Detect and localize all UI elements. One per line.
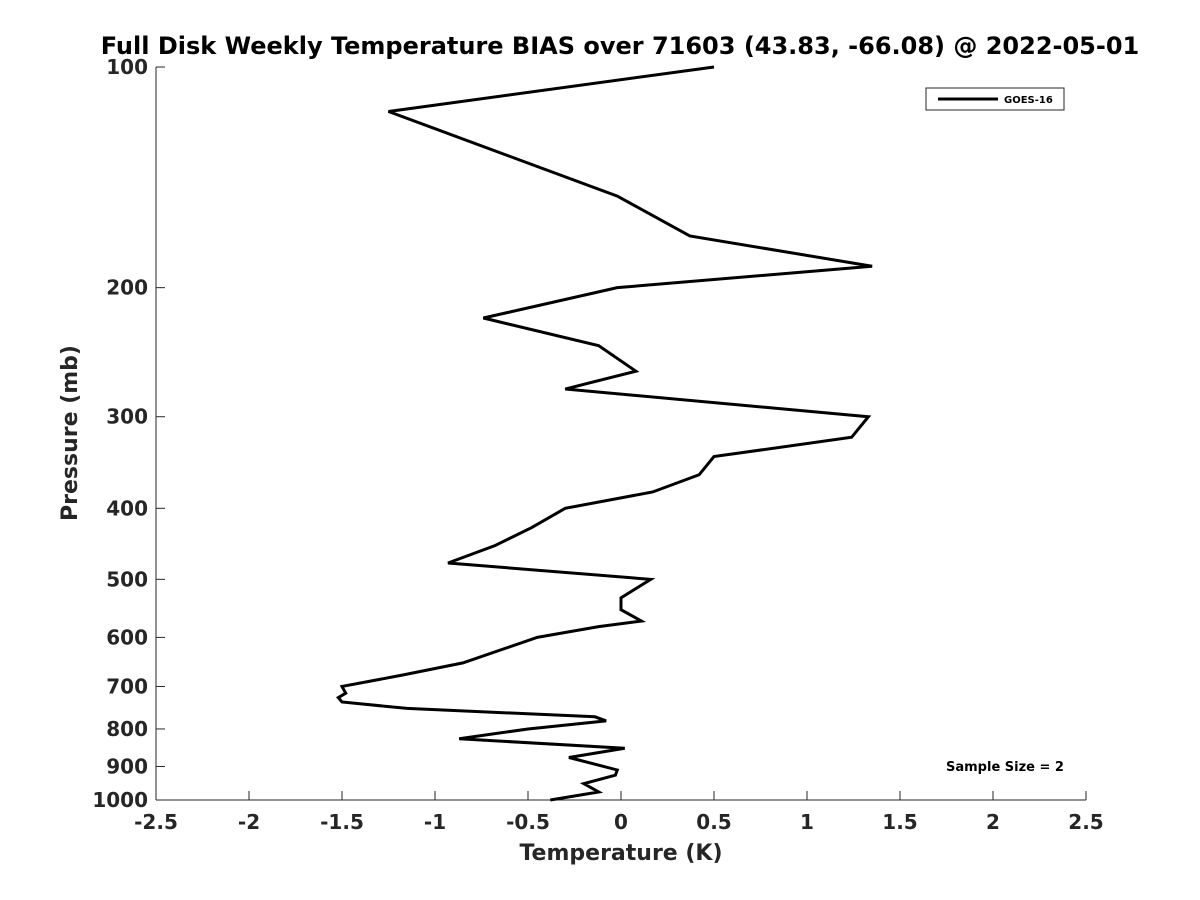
y-tick-label: 700 (106, 674, 148, 698)
y-tick-label: 500 (106, 567, 148, 591)
x-tick-label: 1 (800, 810, 814, 834)
x-tick-label: -1.5 (320, 810, 364, 834)
series-layer (335, 65, 873, 802)
chart-title: Full Disk Weekly Temperature BIAS over 7… (101, 32, 1140, 60)
x-axis-ticks: -2.5 -2 -1.5 -1 -0.5 0 0.5 1 1.5 2 2.5 (134, 791, 1104, 834)
x-tick-label: 0.5 (696, 810, 731, 834)
y-tick-label: 100 (106, 55, 148, 79)
y-tick-label: 200 (106, 276, 148, 300)
x-tick-label: -0.5 (506, 810, 550, 834)
x-tick-label: 2 (986, 810, 1000, 834)
x-tick-label: -1 (424, 810, 446, 834)
x-tick-label: 1.5 (882, 810, 917, 834)
x-tick-label: -2.5 (134, 810, 178, 834)
series-line-goes-16 (335, 65, 873, 802)
x-tick-label: -2 (238, 810, 260, 834)
y-tick-label: 300 (106, 405, 148, 429)
y-tick-label: 600 (106, 625, 148, 649)
y-axis-label: Pressure (mb) (58, 345, 83, 521)
x-tick-label: 2.5 (1068, 810, 1103, 834)
legend: GOES-16 (925, 87, 1065, 111)
y-tick-label: 1000 (92, 788, 148, 812)
legend-label-goes-16: GOES-16 (1004, 95, 1053, 106)
y-tick-label: 900 (106, 754, 148, 778)
y-tick-label: 800 (106, 717, 148, 741)
sample-size-annotation: Sample Size = 2 (946, 760, 1064, 775)
x-axis-label: Temperature (K) (519, 841, 722, 866)
y-axis-ticks: 100 200 300 400 500 600 700 800 900 1000 (92, 55, 165, 812)
plot-area (155, 67, 1086, 801)
y-tick-label: 400 (106, 496, 148, 520)
x-tick-label: 0 (614, 810, 628, 834)
